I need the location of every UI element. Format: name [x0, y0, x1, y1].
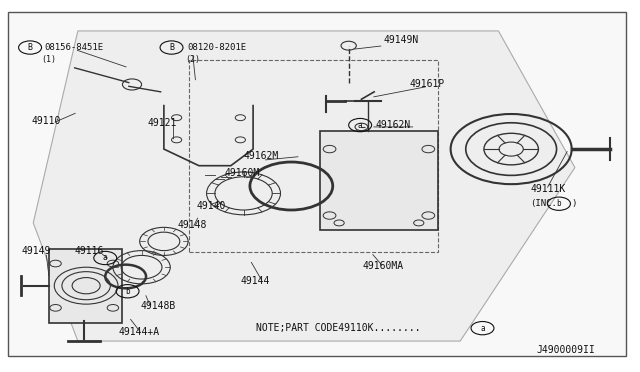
Text: 49148: 49148 — [177, 220, 207, 230]
Text: 49162M: 49162M — [244, 151, 279, 161]
Polygon shape — [33, 31, 575, 341]
Text: (2): (2) — [185, 55, 200, 64]
Text: 49140: 49140 — [196, 201, 226, 211]
Text: a: a — [358, 121, 362, 129]
Text: 49116: 49116 — [75, 246, 104, 256]
Text: 49144: 49144 — [241, 276, 270, 286]
Text: 49162N: 49162N — [376, 120, 411, 130]
Text: b: b — [125, 287, 130, 296]
Text: NOTE;PART CODE49110K........: NOTE;PART CODE49110K........ — [256, 323, 420, 333]
Text: 49121: 49121 — [148, 118, 177, 128]
FancyBboxPatch shape — [8, 13, 626, 356]
Text: 49110: 49110 — [32, 116, 61, 126]
Text: a: a — [480, 324, 485, 333]
Text: 49160M: 49160M — [225, 168, 260, 178]
Text: b: b — [557, 199, 561, 208]
Text: a: a — [103, 253, 108, 263]
FancyBboxPatch shape — [49, 249, 122, 323]
Text: 08120-8201E: 08120-8201E — [188, 43, 246, 52]
Text: (INC.: (INC. — [531, 199, 557, 208]
Text: 49149N: 49149N — [384, 35, 419, 45]
Text: J4900009II: J4900009II — [537, 345, 595, 355]
Text: 49111K: 49111K — [531, 184, 566, 194]
Text: 49149: 49149 — [22, 246, 51, 256]
Text: 49160MA: 49160MA — [362, 262, 403, 272]
Text: 49161P: 49161P — [409, 80, 444, 89]
Text: (1): (1) — [42, 55, 56, 64]
Text: B: B — [169, 43, 174, 52]
Text: B: B — [28, 43, 33, 52]
Text: 49144+A: 49144+A — [118, 327, 159, 337]
Text: 49148B: 49148B — [140, 301, 175, 311]
Text: 08156-8451E: 08156-8451E — [45, 43, 104, 52]
FancyBboxPatch shape — [320, 131, 438, 230]
Text: ): ) — [572, 199, 577, 208]
